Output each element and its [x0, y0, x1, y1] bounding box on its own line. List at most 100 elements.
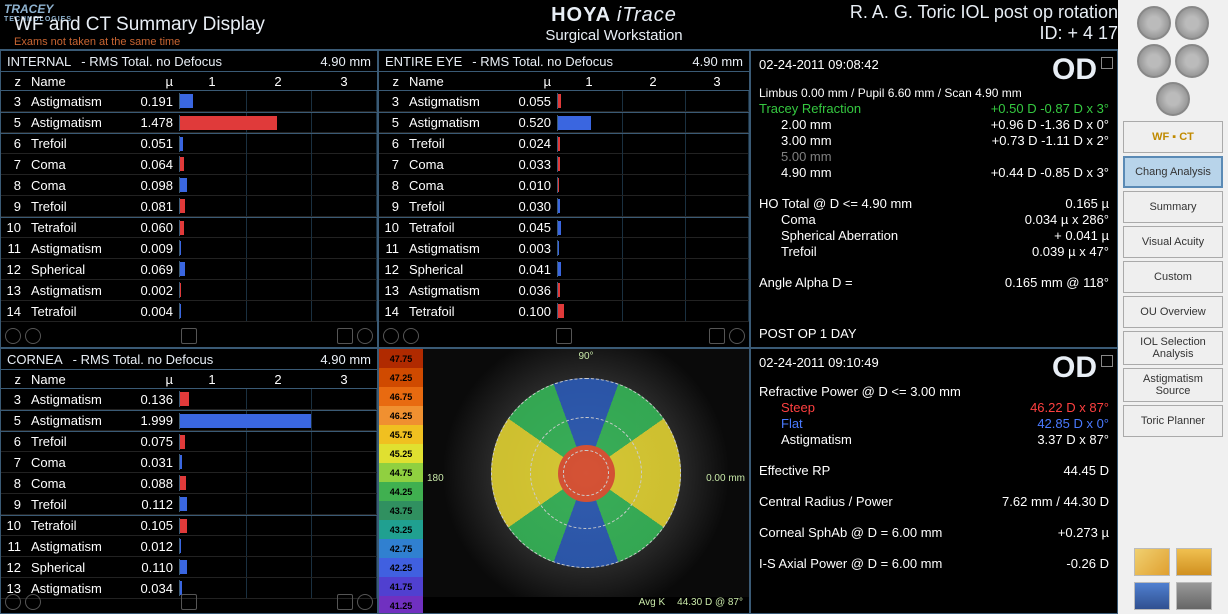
- colorbar-step: 46.25: [379, 406, 423, 425]
- row-name: Astigmatism: [405, 115, 505, 130]
- zoom-out-icon[interactable]: [5, 328, 21, 344]
- row-z: 3: [379, 94, 405, 109]
- row-name: Astigmatism: [405, 241, 505, 256]
- row-name: Coma: [27, 178, 127, 193]
- topography-rings: [491, 378, 681, 568]
- row-name: Trefoil: [27, 434, 127, 449]
- row-z: 13: [1, 283, 27, 298]
- col-z: z: [1, 372, 27, 387]
- astig-label: Astigmatism: [759, 432, 1037, 447]
- row-mu: 0.520: [505, 115, 557, 130]
- view-icon-2[interactable]: [1175, 6, 1209, 40]
- expand-icon[interactable]: [1101, 355, 1113, 367]
- row-mu: 0.088: [127, 476, 179, 491]
- zoom-in-icon[interactable]: [25, 328, 41, 344]
- row-mu: 0.055: [505, 94, 557, 109]
- row-bar-cell: [179, 177, 377, 193]
- row-mu: 0.051: [127, 136, 179, 151]
- folder-icon[interactable]: [1176, 548, 1212, 576]
- view-icon-4[interactable]: [1175, 44, 1209, 78]
- sidebar-button[interactable]: Summary: [1123, 191, 1223, 223]
- sidebar-button[interactable]: Visual Acuity: [1123, 226, 1223, 258]
- row-z: 7: [1, 157, 27, 172]
- row-bar: [558, 178, 559, 192]
- row-mu: 0.031: [127, 455, 179, 470]
- row-bar-cell: [557, 115, 749, 131]
- target-icon[interactable]: [729, 328, 745, 344]
- grid-icon[interactable]: [556, 328, 572, 344]
- ho-row-label: Spherical Aberration: [759, 228, 1054, 243]
- sidebar-button[interactable]: Chang Analysis: [1123, 156, 1223, 188]
- row-bar: [180, 414, 311, 428]
- row-mu: 0.112: [127, 497, 179, 512]
- zoom-in-icon[interactable]: [25, 594, 41, 610]
- row-bar-cell: [179, 496, 377, 512]
- sidebar-button[interactable]: WF ▪ CT: [1123, 121, 1223, 153]
- move-icon[interactable]: [337, 328, 353, 344]
- is-axial-val: -0.26 D: [1066, 556, 1109, 571]
- grid-icon[interactable]: [181, 328, 197, 344]
- row-bar-cell: [179, 136, 377, 152]
- expand-icon[interactable]: [1101, 57, 1113, 69]
- quad-grid: INTERNAL - RMS Total. no Defocus 4.90 mm…: [0, 50, 1118, 614]
- row-name: Tetrafoil: [405, 220, 505, 235]
- angle-alpha-label: Angle Alpha D =: [759, 275, 1005, 290]
- zoom-out-icon[interactable]: [383, 328, 399, 344]
- table-row: 5 Astigmatism 1.999: [1, 410, 377, 431]
- row-mu: 0.036: [505, 283, 557, 298]
- row-z: 13: [379, 283, 405, 298]
- row-bar-cell: [179, 538, 377, 554]
- row-z: 3: [1, 392, 27, 407]
- row-mu: 0.081: [127, 199, 179, 214]
- target-icon[interactable]: [357, 328, 373, 344]
- view-icon-5[interactable]: [1156, 82, 1190, 116]
- tick-3: 3: [311, 372, 377, 387]
- panel-footer: [379, 325, 749, 347]
- eye-image-area[interactable]: 90° 0.00 mm 180: [423, 349, 749, 597]
- print-icon[interactable]: [1176, 582, 1212, 610]
- colorbar-step: 43.75: [379, 501, 423, 520]
- sidebar-button[interactable]: Astigmatism Source: [1123, 368, 1223, 402]
- grid-icon[interactable]: [181, 594, 197, 610]
- save-icon[interactable]: [1134, 582, 1170, 610]
- row-mu: 0.030: [505, 199, 557, 214]
- row-bar-cell: [557, 177, 749, 193]
- row-name: Astigmatism: [27, 283, 127, 298]
- row-z: 10: [379, 220, 405, 235]
- row-z: 9: [379, 199, 405, 214]
- sidebar-button[interactable]: Toric Planner: [1123, 405, 1223, 437]
- sidebar-button[interactable]: OU Overview: [1123, 296, 1223, 328]
- row-bar: [180, 455, 182, 469]
- target-icon[interactable]: [357, 594, 373, 610]
- row-mu: 0.041: [505, 262, 557, 277]
- mm-val: +0.73 D -1.11 D x 2°: [992, 133, 1109, 148]
- view-icon-3[interactable]: [1137, 44, 1171, 78]
- zoom-out-icon[interactable]: [5, 594, 21, 610]
- panel-axial-map: 47.7547.2546.7546.2545.7545.2544.7544.25…: [378, 348, 750, 614]
- corneal-sphab-val: +0.273 µ: [1058, 525, 1109, 540]
- table-row: 10 Tetrafoil 0.045: [379, 217, 749, 238]
- row-name: Coma: [27, 157, 127, 172]
- zoom-in-icon[interactable]: [403, 328, 419, 344]
- row-name: Astigmatism: [27, 539, 127, 554]
- edit-icon[interactable]: [1134, 548, 1170, 576]
- tick-1: 1: [179, 74, 245, 89]
- move-icon[interactable]: [337, 594, 353, 610]
- eye-od-label: OD: [1052, 53, 1097, 87]
- sidebar-button[interactable]: Custom: [1123, 261, 1223, 293]
- table-row: 13 Astigmatism 0.036: [379, 280, 749, 301]
- sidebar-icon-grid: [1135, 4, 1211, 118]
- view-icon-1[interactable]: [1137, 6, 1171, 40]
- move-icon[interactable]: [709, 328, 725, 344]
- row-name: Trefoil: [27, 199, 127, 214]
- row-bar-cell: [179, 434, 377, 450]
- row-bar: [180, 116, 277, 130]
- col-name: Name: [27, 74, 127, 89]
- row-name: Tetrafoil: [27, 220, 127, 235]
- tick-2: 2: [245, 372, 311, 387]
- row-mu: 0.004: [127, 304, 179, 319]
- sidebar-button[interactable]: IOL Selection Analysis: [1123, 331, 1223, 365]
- row-name: Trefoil: [27, 136, 127, 151]
- row-bar: [180, 94, 193, 108]
- panel-size: 4.90 mm: [320, 352, 371, 367]
